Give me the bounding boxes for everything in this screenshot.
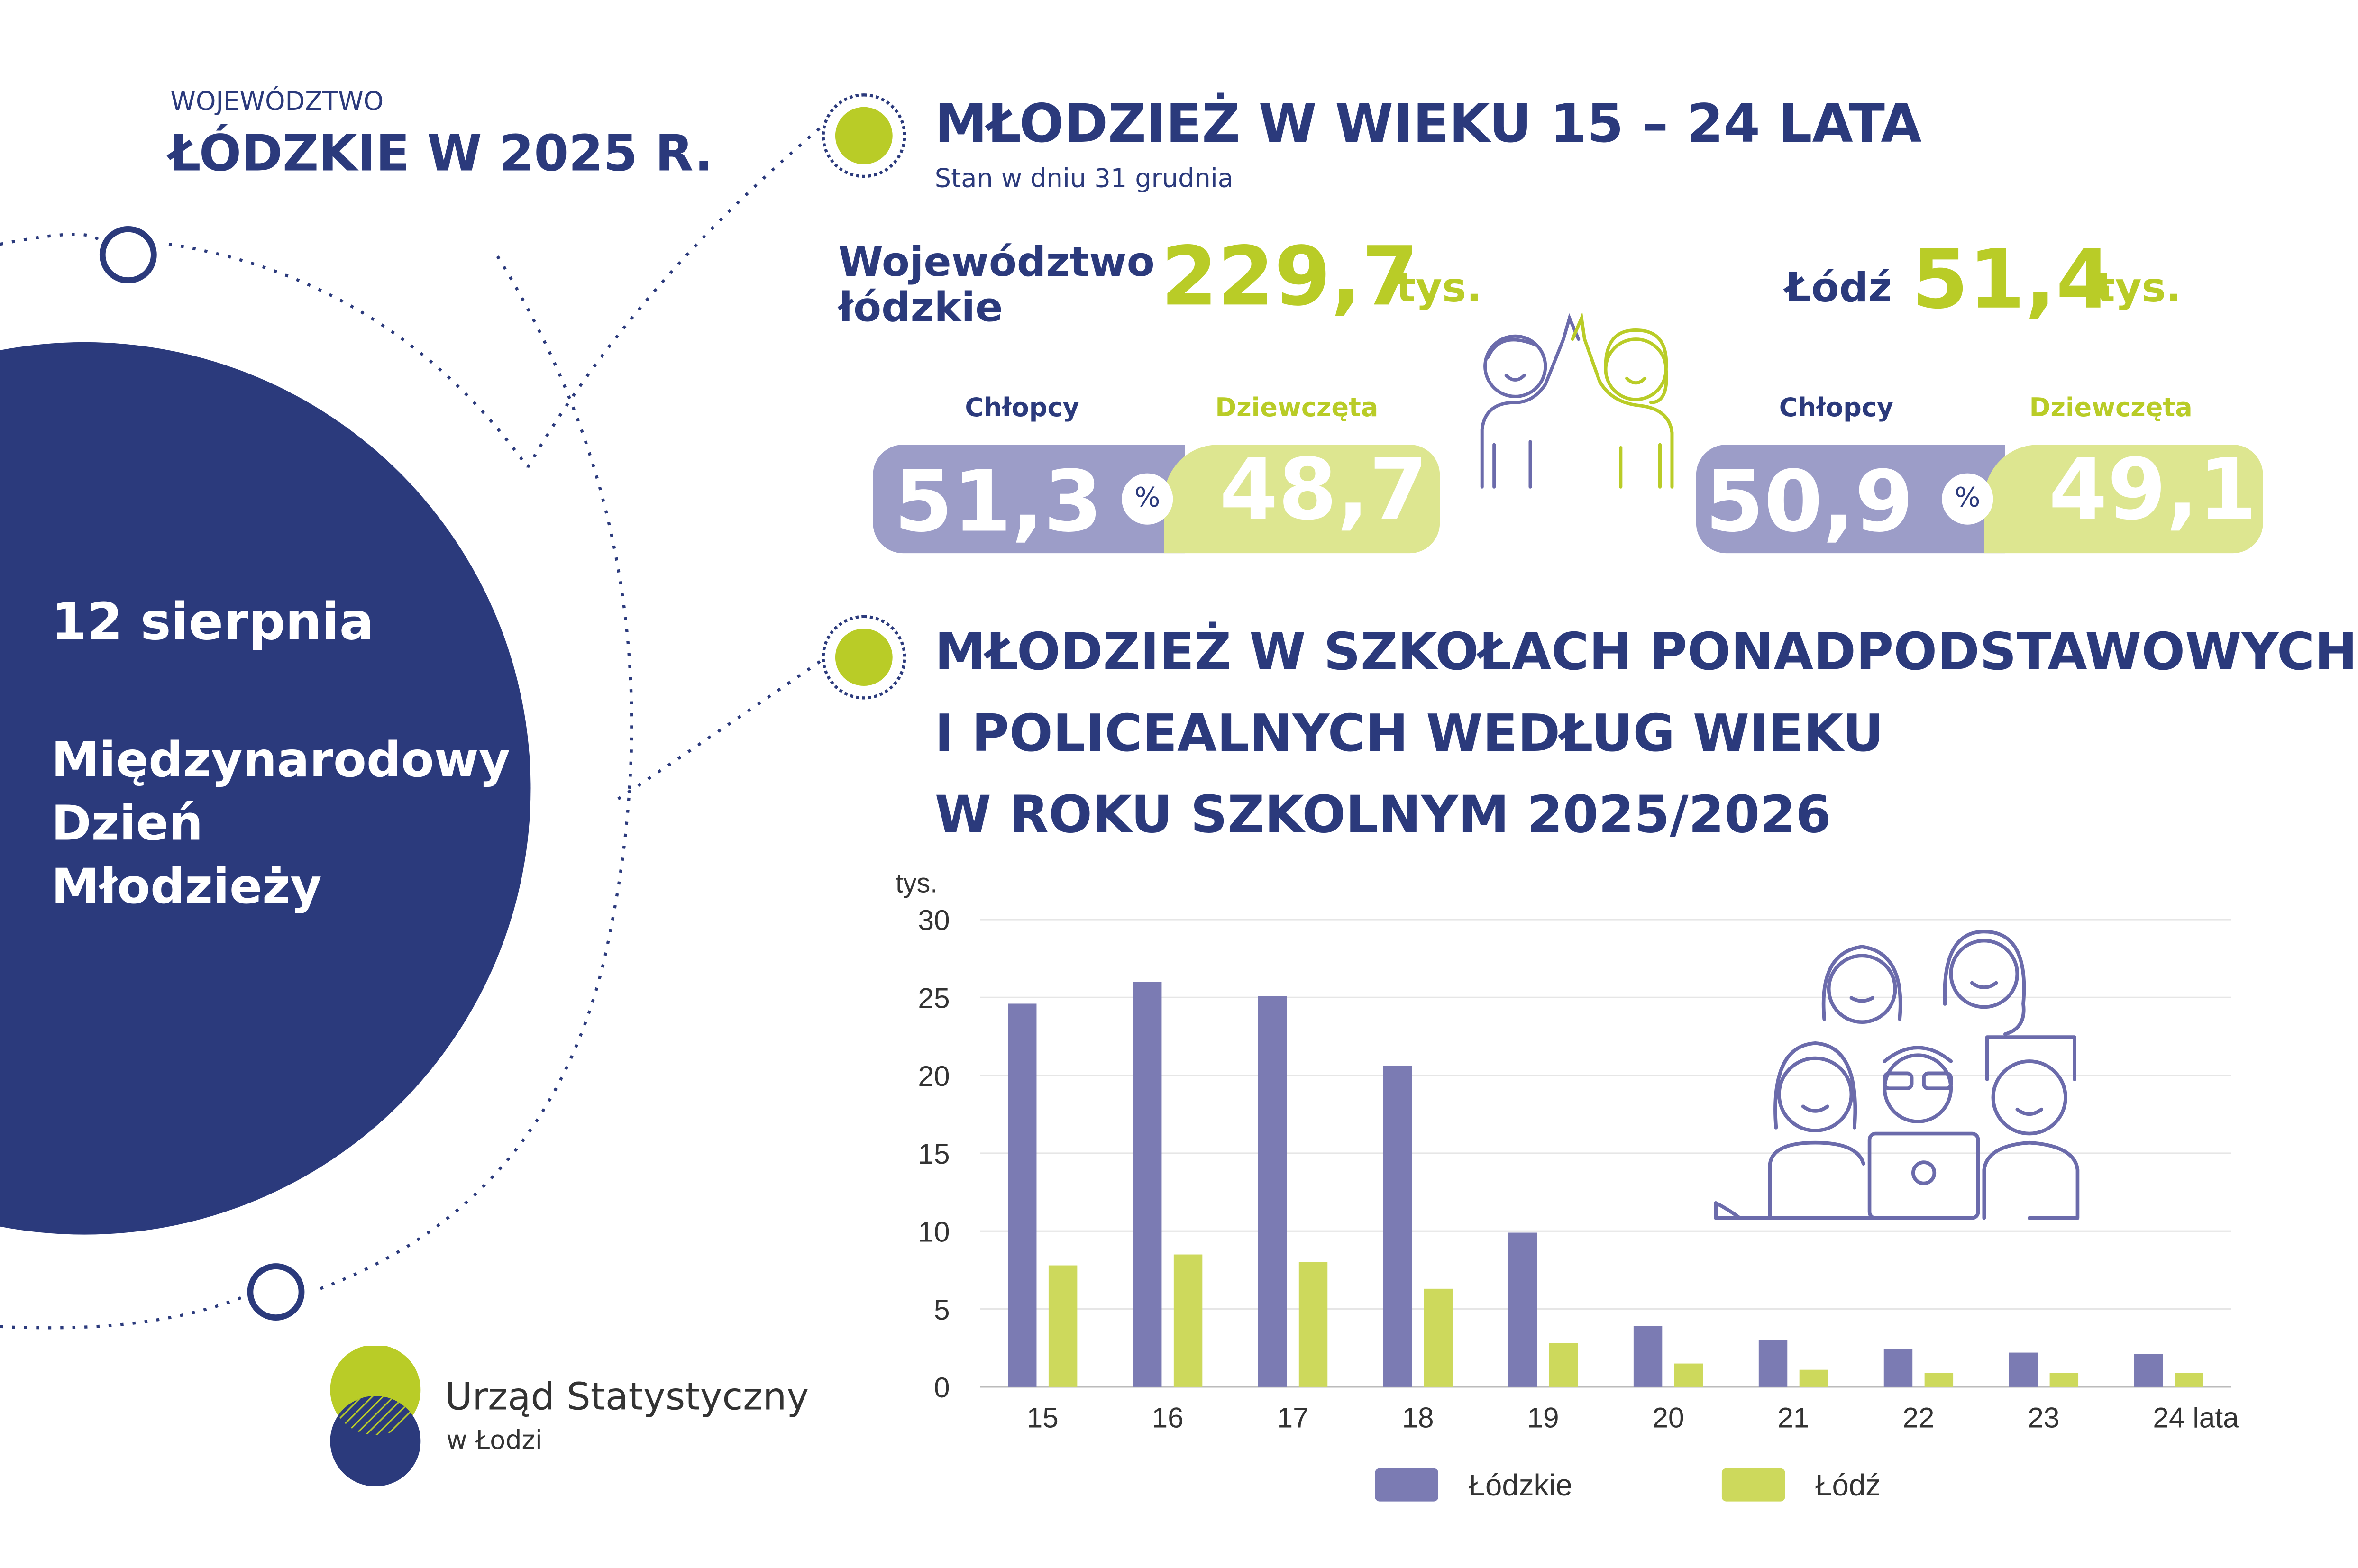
region-prefix: WOJEWÓDZTWO bbox=[170, 87, 384, 118]
x-tick-label: 22 bbox=[1902, 1402, 1934, 1434]
city-value: 51,4 bbox=[1911, 232, 2113, 328]
event-name-line3: Młodzieży bbox=[51, 857, 322, 915]
city-label: Łódź bbox=[1785, 265, 1892, 312]
event-name: Międzynarodowy Dzień Młodzieży bbox=[51, 728, 510, 918]
bar-lodzkie bbox=[1133, 982, 1162, 1387]
voivodeship-boys-value: 51,3 bbox=[894, 454, 1103, 552]
bar-lodz bbox=[1298, 1262, 1328, 1387]
event-name-line2: Dzień bbox=[51, 794, 203, 852]
voivodeship-label-line2: łódzkie bbox=[838, 285, 1003, 332]
orbit-ring-icon bbox=[99, 226, 157, 283]
voivodeship-girls-value: 48,7 bbox=[1219, 441, 1428, 540]
bar-lodz bbox=[2175, 1373, 2204, 1387]
legend-label: Łódź bbox=[1815, 1468, 1881, 1502]
y-tick-label: 5 bbox=[934, 1294, 950, 1326]
voivodeship-gender-bar: 51,3 48,7 % bbox=[873, 441, 1440, 554]
y-tick-label: 20 bbox=[918, 1060, 950, 1092]
voivodeship-value: 229,7 bbox=[1161, 229, 1419, 324]
bar-lodzkie bbox=[1758, 1340, 1788, 1387]
y-tick-label: 30 bbox=[918, 904, 950, 936]
section2-title-line1: MŁODZIEŻ W SZKOŁACH PONADPODSTAWOWYCH bbox=[934, 622, 2358, 683]
bar-lodzkie bbox=[1633, 1326, 1663, 1387]
logo-text-line2: w Łodzi bbox=[446, 1426, 542, 1457]
legend-swatch bbox=[1721, 1468, 1785, 1502]
section1-title: MŁODZIEŻ W WIEKU 15 – 24 LATA bbox=[934, 95, 1922, 155]
legend-label: Łódzkie bbox=[1469, 1468, 1572, 1502]
x-tick-label: 20 bbox=[1652, 1402, 1684, 1434]
city-percent-badge: % bbox=[1942, 473, 1993, 525]
bar-lodz bbox=[1424, 1288, 1453, 1387]
voivodeship-label-line1: Województwo bbox=[838, 239, 1155, 287]
bar-lodz bbox=[1674, 1363, 1703, 1387]
y-axis-label: tys. bbox=[896, 868, 938, 899]
bar-lodzkie bbox=[1883, 1349, 1913, 1387]
section-dot-icon bbox=[835, 107, 893, 164]
city-girls-value: 49,1 bbox=[2048, 441, 2257, 540]
voivodeship-boys-bar: 51,3 bbox=[873, 445, 1185, 554]
x-tick-label: 23 bbox=[2028, 1402, 2059, 1434]
bar-lodzkie bbox=[1508, 1232, 1537, 1387]
x-tick-label: 19 bbox=[1527, 1402, 1559, 1434]
city-girls-label: Dziewczęta bbox=[2029, 393, 2193, 424]
event-name-line1: Międzynarodowy bbox=[51, 731, 511, 789]
bar-lodz bbox=[1799, 1369, 1828, 1387]
y-tick-label: 15 bbox=[918, 1138, 950, 1170]
y-tick-label: 10 bbox=[918, 1216, 950, 1248]
city-boys-label: Chłopcy bbox=[1779, 393, 1894, 424]
x-tick-label: 17 bbox=[1277, 1402, 1309, 1434]
high-five-icon bbox=[1480, 312, 1674, 489]
bar-chart: tys. 0 5 10 15 20 25 30 15 16 17 18 19 20 21 22 23 24 la… bbox=[896, 868, 2239, 1502]
bar-lodzkie bbox=[1383, 1066, 1412, 1387]
section-dot-icon bbox=[835, 629, 893, 686]
city-unit: tys. bbox=[2095, 265, 2182, 312]
x-tick-label: 21 bbox=[1777, 1402, 1809, 1434]
voivodeship-girls-label: Dziewczęta bbox=[1215, 393, 1379, 424]
bar-lodzkie bbox=[1008, 1003, 1037, 1387]
logo-icon bbox=[330, 1346, 421, 1486]
voivodeship-label: Województwo łódzkie bbox=[838, 239, 1155, 332]
bar-lodzkie bbox=[2134, 1354, 2163, 1387]
section2-title: MŁODZIEŻ W SZKOŁACH PONADPODSTAWOWYCH I … bbox=[935, 612, 2358, 856]
city-boys-value: 50,9 bbox=[1705, 454, 1914, 552]
section2-title-line3: W ROKU SZKOLNYM 2025/2026 bbox=[934, 785, 1831, 846]
city-girls-bar: 49,1 bbox=[1984, 441, 2263, 554]
x-tick-label: 18 bbox=[1402, 1402, 1434, 1434]
section2-title-line2: I POLICEALNYCH WEDŁUG WIEKU bbox=[934, 704, 1884, 765]
bar-lodz bbox=[1173, 1254, 1203, 1387]
x-tick-label: 24 lata bbox=[2153, 1402, 2239, 1434]
region-name: ŁÓDZKIE W 2025 R. bbox=[169, 123, 713, 182]
voivodeship-girls-bar: 48,7 bbox=[1164, 441, 1440, 554]
section-marker-icon bbox=[822, 93, 906, 178]
bar-lodz bbox=[2049, 1373, 2079, 1387]
city-gender-bar: 50,9 49,1 % bbox=[1696, 441, 2263, 554]
bar-lodzkie bbox=[2009, 1352, 2038, 1387]
y-tick-label: 25 bbox=[918, 982, 950, 1014]
section1-subtitle: Stan w dniu 31 grudnia bbox=[934, 164, 1234, 195]
section-marker-icon bbox=[822, 615, 906, 700]
y-tick-label: 0 bbox=[934, 1371, 950, 1404]
legend-swatch bbox=[1375, 1468, 1439, 1502]
orbit-ring-icon bbox=[247, 1263, 305, 1321]
students-laptop-icon bbox=[1714, 930, 2080, 1220]
bar-lodzkie bbox=[1258, 996, 1287, 1387]
bar-lodz bbox=[1048, 1265, 1078, 1387]
logo-text-line1: Urząd Statystyczny bbox=[445, 1375, 809, 1419]
voivodeship-percent-badge: % bbox=[1122, 473, 1173, 525]
x-tick-label: 15 bbox=[1027, 1402, 1059, 1434]
voivodeship-boys-label: Chłopcy bbox=[965, 393, 1079, 424]
bar-lodz bbox=[1924, 1373, 1954, 1387]
x-tick-label: 16 bbox=[1152, 1402, 1184, 1434]
event-date: 12 sierpnia bbox=[51, 592, 374, 653]
bar-lodz bbox=[1549, 1343, 1578, 1387]
voivodeship-unit: tys. bbox=[1396, 265, 1482, 312]
